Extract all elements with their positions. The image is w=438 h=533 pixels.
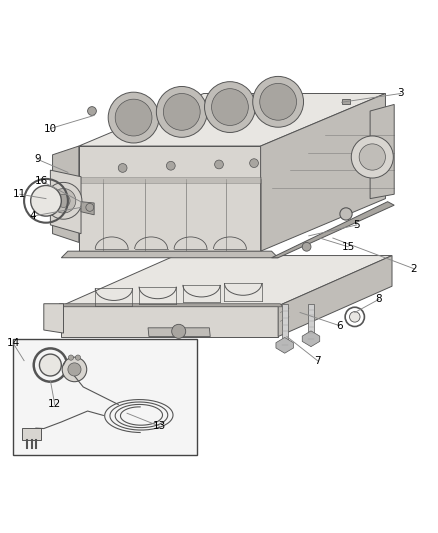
Circle shape [68,363,81,376]
Circle shape [86,204,94,211]
Circle shape [118,164,127,172]
Polygon shape [79,146,261,251]
Circle shape [31,185,61,216]
Polygon shape [278,255,392,336]
Circle shape [115,99,152,136]
Circle shape [156,86,207,138]
Circle shape [350,312,360,322]
Polygon shape [79,177,261,183]
Polygon shape [61,306,278,336]
Text: 15: 15 [342,242,355,252]
Circle shape [260,84,297,120]
Text: 16: 16 [35,176,48,186]
Circle shape [215,160,223,169]
Circle shape [166,161,175,170]
Polygon shape [61,255,392,306]
Circle shape [88,107,96,115]
Text: 2: 2 [410,264,417,273]
Polygon shape [302,331,320,346]
Circle shape [212,88,248,125]
Polygon shape [81,201,94,215]
Circle shape [302,243,311,251]
Text: 13: 13 [153,422,166,431]
Circle shape [68,355,74,360]
Text: 14: 14 [7,338,20,348]
Circle shape [250,159,258,167]
Polygon shape [44,304,64,333]
Polygon shape [261,93,385,251]
Circle shape [253,76,304,127]
Polygon shape [308,304,314,339]
Bar [13,339,197,455]
Circle shape [108,92,159,143]
Circle shape [205,82,255,133]
Circle shape [62,357,87,382]
Circle shape [359,144,385,170]
Text: 12: 12 [48,399,61,409]
Text: 4: 4 [29,211,36,221]
Polygon shape [272,201,394,258]
Text: 3: 3 [397,88,404,99]
Polygon shape [276,337,293,353]
Circle shape [351,136,393,178]
Polygon shape [53,146,79,243]
Polygon shape [59,304,283,307]
Circle shape [39,354,61,376]
Text: 9: 9 [34,154,41,164]
Circle shape [172,324,186,338]
Polygon shape [148,328,210,336]
Bar [22,428,41,440]
Polygon shape [370,104,394,199]
Text: 5: 5 [353,220,360,230]
Circle shape [57,194,70,207]
Bar [342,99,350,104]
Text: 11: 11 [13,189,26,199]
Circle shape [163,93,200,130]
Circle shape [51,189,76,213]
Text: 8: 8 [375,294,382,304]
Text: 10: 10 [44,124,57,134]
Circle shape [45,182,82,219]
Polygon shape [61,251,278,258]
Polygon shape [79,93,385,146]
Circle shape [340,208,352,220]
Polygon shape [50,170,81,233]
Polygon shape [282,304,287,345]
Text: 7: 7 [314,356,321,366]
Text: 6: 6 [336,321,343,330]
Circle shape [75,355,81,360]
